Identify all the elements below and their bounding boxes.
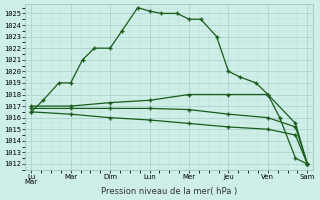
X-axis label: Pression niveau de la mer( hPa ): Pression niveau de la mer( hPa ) (101, 187, 237, 196)
